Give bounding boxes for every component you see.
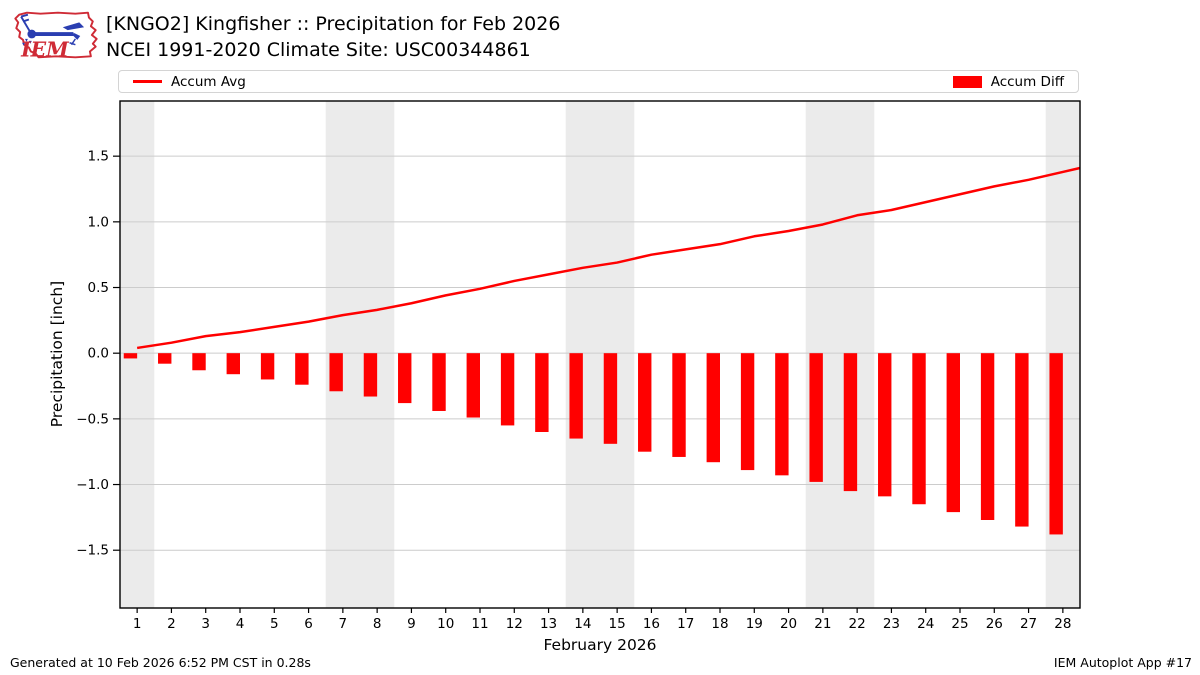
accum-diff-bar [980, 353, 995, 520]
y-tick-label: 1.5 [88, 149, 109, 165]
y-tick-label: −1.5 [76, 543, 109, 559]
plot-border [119, 100, 1081, 609]
x-tick-label: 18 [711, 616, 728, 632]
generated-timestamp: Generated at 10 Feb 2026 6:52 PM CST in … [10, 655, 311, 670]
accum-diff-bar [500, 353, 515, 426]
x-tick-label: 4 [236, 616, 245, 632]
x-tick-label: 23 [883, 616, 900, 632]
chart-header: [KNGO2] Kingfisher :: Precipitation for … [106, 11, 560, 63]
logo-text: IEM [20, 37, 69, 61]
x-tick-label: 9 [407, 616, 416, 632]
x-tick-label: 19 [746, 616, 763, 632]
x-tick-label: 11 [471, 616, 488, 632]
y-tick-label: −1.0 [76, 477, 109, 493]
y-tick-label: −0.5 [76, 411, 109, 427]
x-tick-label: 10 [437, 616, 454, 632]
y-tick-label: 1.0 [88, 214, 109, 230]
x-tick-label: 28 [1054, 616, 1071, 632]
accum-diff-bar [363, 353, 378, 397]
accum-diff-bar [569, 353, 583, 439]
chart-subtitle: NCEI 1991-2020 Climate Site: USC00344861 [106, 39, 531, 61]
accum-diff-bar [672, 353, 686, 457]
x-tick-label: 21 [814, 616, 831, 632]
accum-diff-bar [843, 353, 858, 492]
accum-diff-bar [912, 353, 926, 505]
x-tick-label: 27 [1020, 616, 1037, 632]
chart-title: [KNGO2] Kingfisher :: Precipitation for … [106, 13, 561, 35]
accum-avg-label: Accum Avg [171, 73, 246, 90]
accum-diff-bar [123, 353, 138, 359]
x-tick-label: 15 [609, 616, 626, 632]
accum-diff-bar [740, 353, 755, 471]
accum-diff-bar [878, 353, 892, 497]
x-tick-label: 13 [540, 616, 557, 632]
accum-diff-bar [706, 353, 720, 463]
x-axis-label: February 2026 [543, 636, 657, 654]
x-tick-label: 16 [643, 616, 660, 632]
accum-diff-bar [535, 353, 549, 432]
accum-avg-line-swatch [133, 80, 162, 83]
x-tick-label: 1 [133, 616, 142, 632]
x-tick-label: 7 [339, 616, 348, 632]
accum-diff-bar [1049, 353, 1063, 535]
accum-diff-bar [295, 353, 309, 385]
x-tick-label: 6 [304, 616, 313, 632]
x-tick-label: 22 [849, 616, 866, 632]
accum-diff-bar [809, 353, 823, 482]
accum-avg-line [136, 166, 1081, 350]
accum-diff-bar [946, 353, 960, 513]
accum-diff-bar [775, 353, 789, 476]
x-tick-label: 12 [506, 616, 523, 632]
accum-diff-patch-swatch [952, 75, 982, 88]
accum-diff-bar [158, 353, 172, 364]
accum-diff-bar [603, 353, 618, 444]
x-tick-label: 17 [677, 616, 694, 632]
accum-diff-label: Accum Diff [990, 73, 1064, 90]
x-tick-label: 2 [167, 616, 176, 632]
y-axis-label: Precipitation [inch] [48, 280, 66, 428]
app-credit: IEM Autoplot App #17 [1053, 655, 1192, 670]
x-tick-label: 5 [270, 616, 279, 632]
legend-item-accum-avg: Accum Avg [133, 74, 246, 90]
accum-diff-bar [432, 353, 446, 411]
iem-logo: IEM [14, 11, 98, 61]
x-tick-label: 14 [574, 616, 591, 632]
y-tick-label: 0.5 [88, 280, 109, 296]
x-tick-label: 26 [986, 616, 1003, 632]
legend-item-accum-diff: Accum Diff [952, 73, 1064, 90]
x-tick-label: 8 [373, 616, 382, 632]
chart-legend: Accum Avg Accum Diff [118, 70, 1079, 93]
x-tick-label: 24 [917, 616, 934, 632]
x-tick-label: 3 [201, 616, 210, 632]
accum-diff-bar [398, 353, 412, 404]
accum-diff-bar [638, 353, 652, 452]
accum-diff-bar [192, 353, 206, 371]
x-tick-label: 25 [951, 616, 968, 632]
accum-diff-bar [1015, 353, 1029, 527]
accum-diff-bar [226, 353, 240, 375]
accum-diff-bar [329, 353, 343, 392]
weather-vane-icon [20, 13, 85, 46]
accum-diff-bar [260, 353, 275, 380]
y-tick-label: 0.0 [88, 346, 109, 362]
x-tick-label: 20 [780, 616, 797, 632]
accum-diff-bar [466, 353, 480, 418]
